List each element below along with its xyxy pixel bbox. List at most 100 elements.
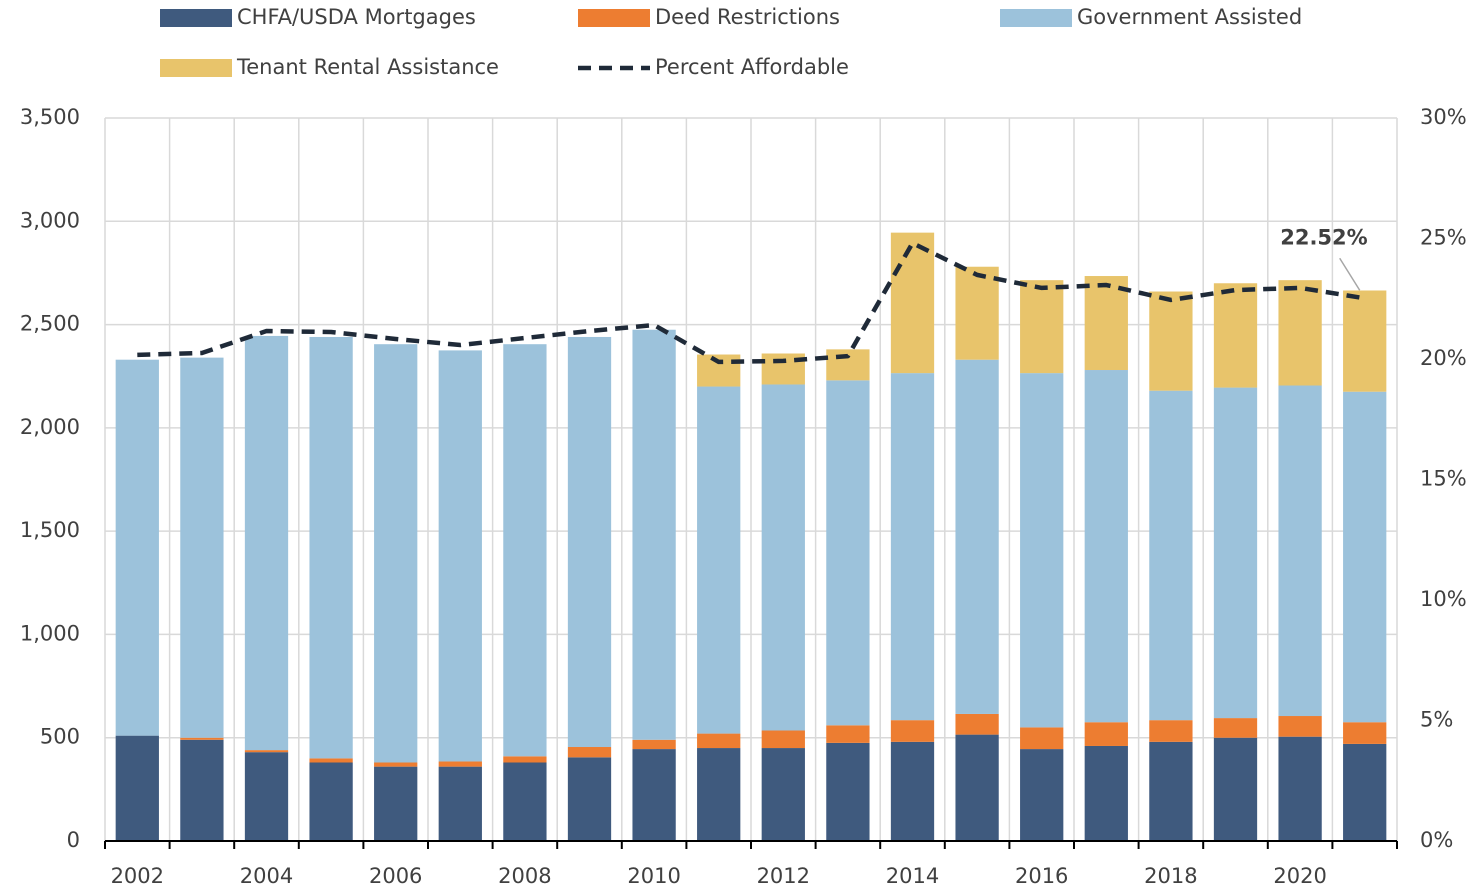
bar-segment [180,357,224,738]
bar-segment [1213,737,1258,841]
legend-label: Deed Restrictions [655,5,840,29]
bar-segment [632,329,676,740]
bar-segment [1343,391,1387,723]
legend-label: Percent Affordable [655,55,849,79]
bar-segment [244,750,289,753]
bar-segment [1343,722,1387,744]
bar-segment [955,359,999,714]
x-tick-label: 2020 [1273,864,1326,888]
y-tick-label: 2,500 [20,312,80,336]
bar-segment [1020,727,1064,750]
bar-segment [1278,280,1322,386]
bar-segment [244,752,289,841]
bar-segment [761,384,805,731]
bar-segment [1084,276,1128,371]
bar-segment [309,762,353,841]
bar-segment [826,742,870,841]
bar-segment [1084,722,1128,746]
bar-segment [1020,749,1064,841]
bar-segment [438,350,482,762]
bar-segment [1149,390,1193,721]
bar-segment [1213,283,1258,388]
bar-segment [1343,290,1387,392]
y2-tick-label: 10% [1420,587,1467,611]
bar-segment [826,380,870,726]
x-tick-label: 2016 [1015,864,1068,888]
bar-segment [1020,373,1064,728]
bar-segment [761,748,805,841]
x-tick-label: 2010 [627,864,680,888]
y-tick-label: 3,000 [20,208,80,232]
data-label: 22.52% [1280,225,1367,249]
legend-swatch [578,9,650,27]
bar-segment [309,336,353,759]
bar-segment [374,344,418,763]
grid [104,117,1398,842]
legend-swatch [1000,9,1072,27]
legend-swatch [160,59,232,77]
y-tick-label: 1,500 [20,518,80,542]
bar-segment [1020,280,1064,374]
y2-tick-label: 30% [1420,105,1467,129]
y2-tick-label: 20% [1420,346,1467,370]
bar-segment [1084,745,1128,841]
x-tick-label: 2018 [1144,864,1197,888]
y-tick-label: 0 [67,828,80,852]
bar-segment [180,737,224,740]
bar-segment [1343,743,1387,841]
y-tick-label: 2,000 [20,415,80,439]
bar-segment [632,739,676,750]
bar-segment [890,373,935,721]
annotation-leader [1339,257,1361,291]
bar-segment [115,359,159,736]
bar-segment [890,232,935,374]
x-tick-label: 2014 [886,864,939,888]
bar-segment [503,762,547,841]
bar-segment [438,766,482,841]
line-series [137,240,1366,365]
bar-segment [697,386,741,734]
x-tick-label: 2002 [111,864,164,888]
bar-segment [1278,736,1322,841]
legend-label: CHFA/USDA Mortgages [237,5,476,29]
bar-segment [567,747,612,758]
bar-segment [1084,370,1128,723]
bar-segment [567,336,612,748]
bar-segment [244,335,289,751]
bar-segment [697,748,741,841]
legend-swatch [160,9,232,27]
y-tick-label: 3,500 [20,105,80,129]
bar-segment [1149,291,1193,391]
y2-tick-label: 25% [1420,226,1467,250]
x-tick-label: 2012 [757,864,810,888]
bar-segment [374,766,418,841]
bar-segment [374,762,418,767]
bar-segment [115,735,159,841]
y2-tick-label: 5% [1420,708,1453,732]
bar-segment [567,757,612,841]
y2-tick-label: 0% [1420,828,1453,852]
bar-segment [1213,387,1258,719]
bar-segment [955,713,999,735]
bar-segment [503,344,547,757]
bar-segment [826,349,870,381]
bar-segment [761,730,805,749]
legend-label: Tenant Rental Assistance [236,55,499,79]
y2-tick-label: 15% [1420,467,1467,491]
bar-segment [1278,716,1322,737]
bar-segment [180,739,224,841]
bar-segment [826,725,870,743]
legend-label: Government Assisted [1077,5,1302,29]
bar-segment [955,734,999,841]
bar-segment [890,741,935,841]
bar-segment [1278,385,1322,717]
bar-segment [1149,720,1193,742]
bar-segment [438,761,482,767]
bar-segment [1149,741,1193,841]
y-tick-label: 1,000 [20,621,80,645]
x-tick-label: 2008 [498,864,551,888]
bar-segment [503,756,547,763]
bar-segment [1213,718,1258,738]
bar-segment [955,266,999,360]
